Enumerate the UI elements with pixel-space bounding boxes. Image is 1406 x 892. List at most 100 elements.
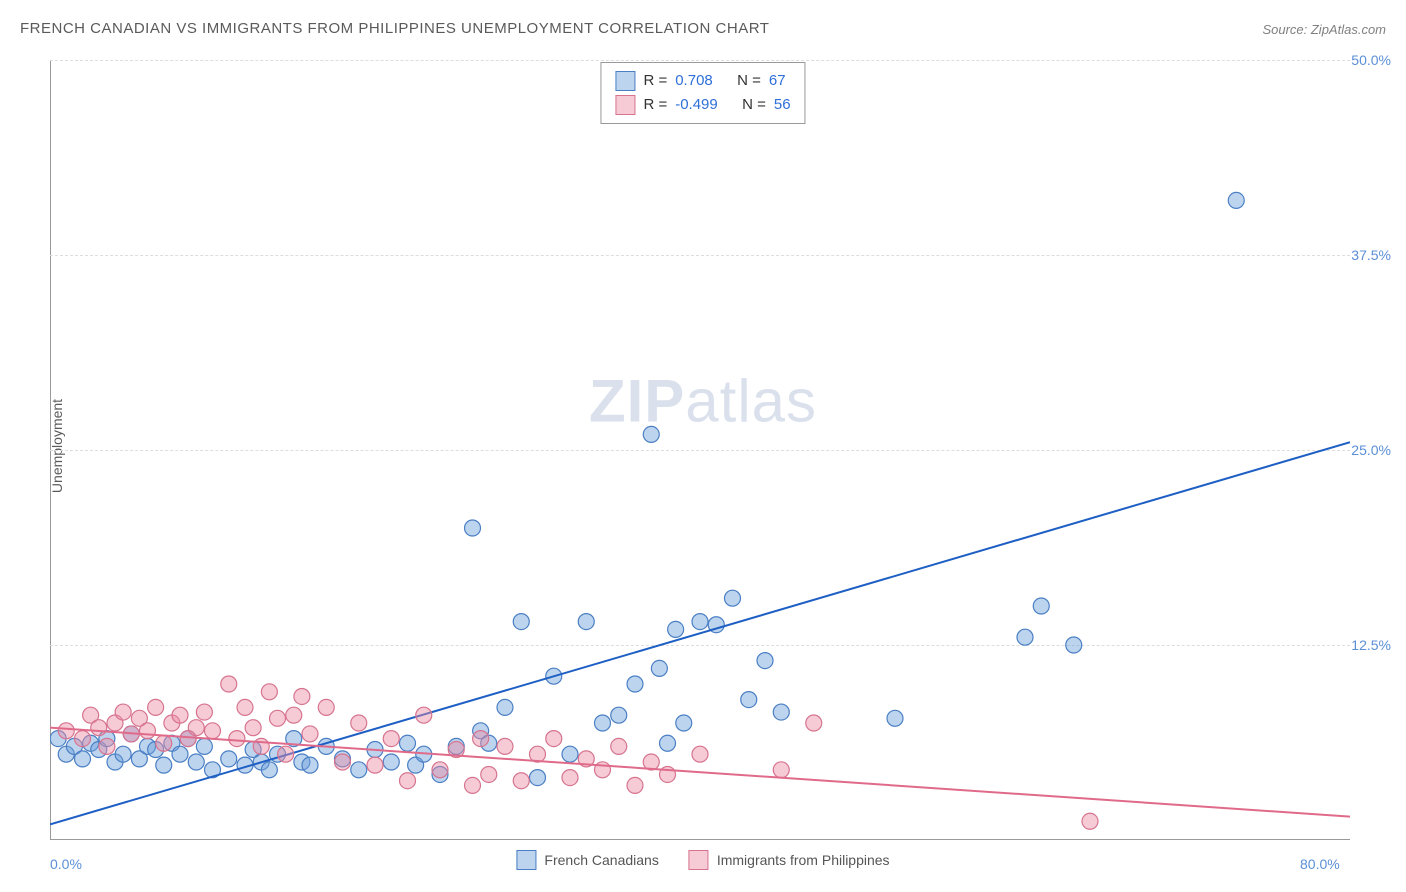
data-point xyxy=(188,720,204,736)
data-point xyxy=(318,699,334,715)
data-point xyxy=(1082,813,1098,829)
chart-title: FRENCH CANADIAN VS IMMIGRANTS FROM PHILI… xyxy=(20,20,769,37)
data-point xyxy=(172,746,188,762)
data-point xyxy=(627,676,643,692)
data-point xyxy=(286,707,302,723)
data-point xyxy=(196,738,212,754)
data-point xyxy=(91,720,107,736)
data-point xyxy=(351,762,367,778)
data-point xyxy=(115,704,131,720)
data-point xyxy=(58,723,74,739)
data-point xyxy=(692,746,708,762)
data-point xyxy=(473,731,489,747)
data-point xyxy=(692,614,708,630)
data-point xyxy=(725,590,741,606)
r-label: R = xyxy=(643,93,667,117)
data-point xyxy=(806,715,822,731)
data-point xyxy=(156,757,172,773)
data-point xyxy=(887,710,903,726)
y-tick-label: 12.5% xyxy=(1351,637,1391,653)
data-point xyxy=(1228,192,1244,208)
legend-swatch-blue-icon xyxy=(615,71,635,91)
data-point xyxy=(432,762,448,778)
data-point xyxy=(148,699,164,715)
data-point xyxy=(465,520,481,536)
legend-label-1: French Canadians xyxy=(544,852,658,868)
data-point xyxy=(245,720,261,736)
data-point xyxy=(627,777,643,793)
legend-row-2: R = -0.499 N = 56 xyxy=(615,93,790,117)
data-point xyxy=(668,621,684,637)
data-point xyxy=(261,762,277,778)
legend-swatch-pink-icon xyxy=(615,95,635,115)
legend-swatch-blue-icon xyxy=(516,850,536,870)
legend-swatch-pink-icon xyxy=(689,850,709,870)
n-value-2: 56 xyxy=(774,93,791,117)
data-point xyxy=(140,723,156,739)
n-label: N = xyxy=(737,69,761,93)
data-point xyxy=(676,715,692,731)
data-point xyxy=(757,653,773,669)
data-point xyxy=(595,715,611,731)
data-point xyxy=(530,770,546,786)
plot-svg xyxy=(50,60,1350,840)
data-point xyxy=(497,738,513,754)
data-point xyxy=(562,770,578,786)
correlation-legend: R = 0.708 N = 67 R = -0.499 N = 56 xyxy=(600,62,805,124)
data-point xyxy=(75,731,91,747)
legend-item-1: French Canadians xyxy=(516,850,658,870)
data-point xyxy=(367,757,383,773)
data-point xyxy=(513,614,529,630)
data-point xyxy=(651,660,667,676)
data-point xyxy=(205,723,221,739)
data-point xyxy=(383,731,399,747)
y-tick-label: 37.5% xyxy=(1351,247,1391,263)
data-point xyxy=(400,773,416,789)
n-label: N = xyxy=(742,93,766,117)
data-point xyxy=(773,762,789,778)
legend-item-2: Immigrants from Philippines xyxy=(689,850,890,870)
data-point xyxy=(294,688,310,704)
legend-row-1: R = 0.708 N = 67 xyxy=(615,69,790,93)
r-label: R = xyxy=(643,69,667,93)
data-point xyxy=(261,684,277,700)
data-point xyxy=(513,773,529,789)
n-value-1: 67 xyxy=(769,69,786,93)
data-point xyxy=(270,710,286,726)
data-point xyxy=(773,704,789,720)
data-point xyxy=(196,704,212,720)
data-point xyxy=(660,735,676,751)
data-point xyxy=(465,777,481,793)
data-point xyxy=(578,614,594,630)
source-label: Source: ZipAtlas.com xyxy=(1262,22,1386,37)
y-tick-label: 50.0% xyxy=(1351,52,1391,68)
data-point xyxy=(302,726,318,742)
data-point xyxy=(562,746,578,762)
data-point xyxy=(278,746,294,762)
legend-label-2: Immigrants from Philippines xyxy=(717,852,890,868)
data-point xyxy=(546,731,562,747)
x-tick-label: 80.0% xyxy=(1300,856,1340,872)
series-legend: French Canadians Immigrants from Philipp… xyxy=(516,850,889,870)
x-tick-label: 0.0% xyxy=(50,856,82,872)
data-point xyxy=(172,707,188,723)
data-point xyxy=(1033,598,1049,614)
data-point xyxy=(416,707,432,723)
data-point xyxy=(335,754,351,770)
chart-container: FRENCH CANADIAN VS IMMIGRANTS FROM PHILI… xyxy=(0,0,1406,892)
data-point xyxy=(221,676,237,692)
data-point xyxy=(1017,629,1033,645)
data-point xyxy=(611,707,627,723)
data-point xyxy=(351,715,367,731)
data-point xyxy=(611,738,627,754)
data-point xyxy=(188,754,204,770)
data-point xyxy=(741,692,757,708)
data-point xyxy=(229,731,245,747)
data-point xyxy=(497,699,513,715)
data-point xyxy=(156,735,172,751)
data-point xyxy=(115,746,131,762)
r-value-1: 0.708 xyxy=(675,69,713,93)
data-point xyxy=(75,751,91,767)
data-point xyxy=(481,766,497,782)
data-point xyxy=(1066,637,1082,653)
